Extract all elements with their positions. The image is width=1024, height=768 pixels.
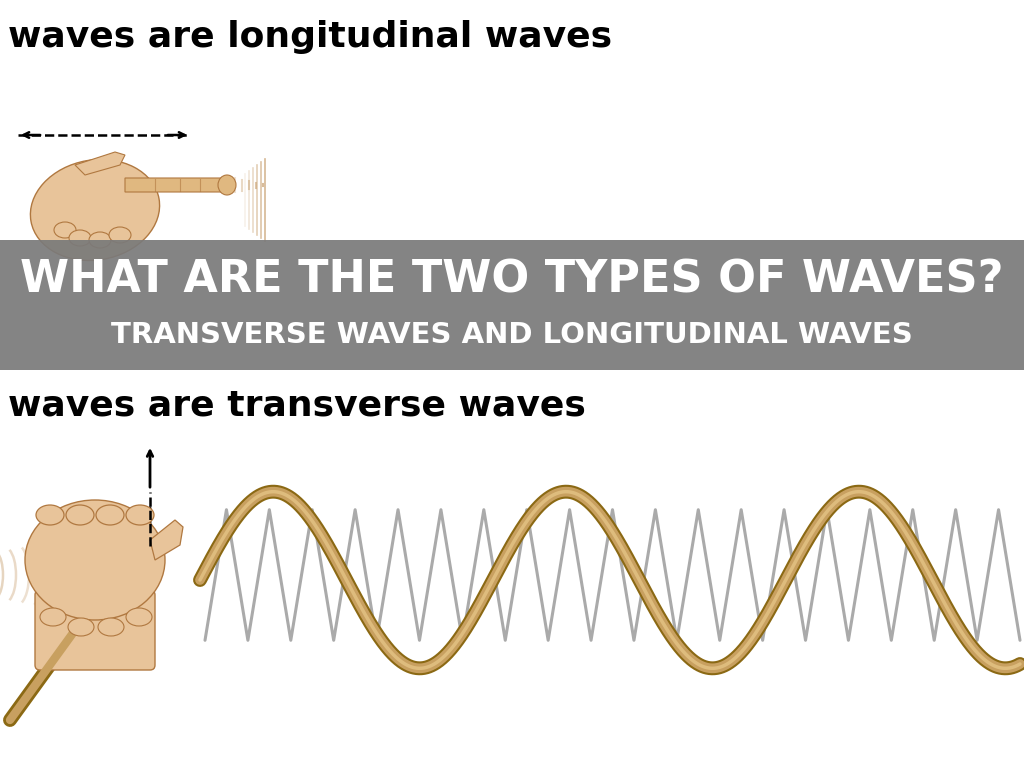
Ellipse shape bbox=[218, 175, 236, 195]
Ellipse shape bbox=[40, 608, 66, 626]
Polygon shape bbox=[150, 520, 183, 560]
Ellipse shape bbox=[54, 222, 76, 238]
Text: TRANSVERSE WAVES AND LONGITUDINAL WAVES: TRANSVERSE WAVES AND LONGITUDINAL WAVES bbox=[112, 321, 912, 349]
Ellipse shape bbox=[68, 618, 94, 636]
Ellipse shape bbox=[109, 227, 131, 243]
Text: WHAT ARE THE TWO TYPES OF WAVES?: WHAT ARE THE TWO TYPES OF WAVES? bbox=[20, 259, 1004, 302]
Ellipse shape bbox=[98, 618, 124, 636]
Ellipse shape bbox=[96, 505, 124, 525]
Bar bbox=[0, 240, 1024, 370]
Ellipse shape bbox=[66, 505, 94, 525]
Ellipse shape bbox=[89, 232, 111, 248]
FancyBboxPatch shape bbox=[35, 590, 155, 670]
Ellipse shape bbox=[69, 230, 91, 246]
Polygon shape bbox=[125, 178, 230, 192]
Polygon shape bbox=[75, 152, 125, 175]
Ellipse shape bbox=[126, 608, 152, 626]
Ellipse shape bbox=[126, 505, 154, 525]
Text: waves are longitudinal waves: waves are longitudinal waves bbox=[8, 20, 612, 54]
Ellipse shape bbox=[31, 160, 160, 260]
Ellipse shape bbox=[25, 500, 165, 620]
Ellipse shape bbox=[36, 505, 63, 525]
Text: waves are transverse waves: waves are transverse waves bbox=[8, 388, 586, 422]
